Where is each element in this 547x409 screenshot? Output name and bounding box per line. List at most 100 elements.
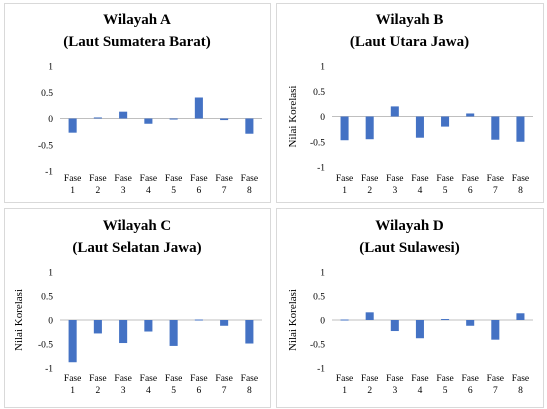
bar bbox=[245, 320, 254, 344]
x-tick-label: Fase 8 bbox=[241, 374, 258, 396]
x-tick-label: Fase 1 bbox=[64, 174, 81, 196]
x-tick-label: Fase 7 bbox=[215, 174, 232, 196]
panel-border bbox=[4, 208, 271, 408]
x-tick-label: Fase 2 bbox=[361, 374, 378, 396]
chart-title: Wilayah A bbox=[103, 12, 171, 28]
chart-panel: Wilayah D (Laut Sulawesi) 1 0.5 0 -0.5 -1 Nilai… bbox=[276, 208, 544, 408]
y-tick-label: -1 bbox=[45, 365, 53, 375]
chart-subtitle: (Laut Sumatera Barat) bbox=[63, 34, 210, 50]
x-tick-label: Fase 4 bbox=[411, 174, 428, 196]
chart-title: Wilayah C bbox=[103, 218, 172, 234]
y-axis-label: Nilai Korelasi bbox=[287, 289, 299, 351]
x-tick-label: Fase 6 bbox=[461, 374, 478, 396]
bar bbox=[119, 320, 128, 344]
x-tick-label: Fase 5 bbox=[165, 174, 182, 196]
x-tick-label: Fase 1 bbox=[64, 374, 81, 396]
y-tick-label: -0.5 bbox=[310, 138, 325, 148]
x-tick-label: Fase 3 bbox=[114, 174, 131, 196]
y-tick-label: 1 bbox=[48, 63, 53, 73]
panel-border bbox=[4, 3, 271, 203]
x-tick-label: Fase 5 bbox=[165, 374, 182, 396]
bar bbox=[93, 117, 102, 119]
bar bbox=[340, 116, 349, 141]
bar bbox=[466, 320, 475, 326]
bar bbox=[491, 320, 500, 340]
chart-panel: Wilayah A (Laut Sumatera Barat) 1 0.5 0 -0.5 -… bbox=[4, 3, 271, 203]
x-tick-label: Fase 6 bbox=[461, 174, 478, 196]
chart-panel: Wilayah B (Laut Utara Jawa) 1 0.5 0 -0.5 -1 Nil… bbox=[276, 3, 544, 203]
bar bbox=[415, 116, 424, 138]
y-tick-label: 1 bbox=[320, 63, 325, 73]
panel-border bbox=[276, 208, 544, 408]
y-tick-label: 0.5 bbox=[313, 88, 325, 98]
bar bbox=[245, 118, 254, 134]
x-tick-label: Fase 3 bbox=[386, 374, 403, 396]
bar bbox=[365, 116, 374, 140]
y-tick-label: 0 bbox=[320, 317, 325, 327]
y-tick-label: -1 bbox=[317, 365, 325, 375]
bar bbox=[93, 320, 102, 334]
x-tick-label: Fase 8 bbox=[512, 174, 529, 196]
bar bbox=[194, 319, 203, 321]
x-tick-label: Fase 8 bbox=[241, 174, 258, 196]
bar bbox=[68, 118, 77, 133]
bar bbox=[144, 118, 153, 124]
chart-title: Wilayah D bbox=[375, 218, 444, 234]
x-tick-label: Fase 5 bbox=[436, 374, 453, 396]
y-tick-label: 0 bbox=[48, 115, 53, 125]
y-tick-label: -0.5 bbox=[38, 341, 53, 351]
x-tick-label: Fase 3 bbox=[386, 174, 403, 196]
bar bbox=[169, 118, 178, 120]
bar bbox=[516, 116, 525, 142]
bar bbox=[220, 320, 229, 326]
y-tick-label: 1 bbox=[320, 269, 325, 279]
x-tick-label: Fase 7 bbox=[215, 374, 232, 396]
bar bbox=[415, 320, 424, 339]
bar bbox=[68, 320, 77, 363]
y-tick-label: 0.5 bbox=[313, 293, 325, 303]
panel-border bbox=[276, 3, 544, 203]
bar bbox=[441, 319, 450, 321]
x-tick-label: Fase 3 bbox=[114, 374, 131, 396]
chart-panel: Wilayah C (Laut Selatan Jawa) 1 0.5 0 -0.5 -1 N… bbox=[4, 208, 271, 408]
bar bbox=[144, 320, 153, 332]
y-tick-label: 0 bbox=[48, 317, 53, 327]
x-tick-label: Fase 2 bbox=[89, 374, 106, 396]
y-axis-label: Nilai Korelasi bbox=[13, 289, 25, 351]
y-tick-label: -1 bbox=[45, 168, 53, 178]
chart-subtitle: (Laut Sulawesi) bbox=[359, 240, 459, 256]
y-tick-label: -1 bbox=[317, 164, 325, 174]
bar bbox=[194, 97, 203, 119]
x-tick-label: Fase 1 bbox=[336, 174, 353, 196]
y-tick-label: 1 bbox=[48, 269, 53, 279]
x-tick-label: Fase 5 bbox=[436, 174, 453, 196]
x-tick-label: Fase 2 bbox=[361, 174, 378, 196]
x-tick-label: Fase 6 bbox=[190, 374, 207, 396]
y-tick-label: 0 bbox=[320, 113, 325, 123]
x-tick-label: Fase 2 bbox=[89, 174, 106, 196]
x-tick-label: Fase 7 bbox=[487, 174, 504, 196]
chart-subtitle: (Laut Utara Jawa) bbox=[350, 34, 469, 50]
y-axis-label: Nilai Korelasi bbox=[287, 85, 299, 147]
bar bbox=[390, 320, 399, 332]
x-tick-label: Fase 7 bbox=[487, 374, 504, 396]
bar bbox=[516, 313, 525, 320]
x-tick-label: Fase 4 bbox=[411, 374, 428, 396]
bar bbox=[169, 320, 178, 346]
chart-subtitle: (Laut Selatan Jawa) bbox=[72, 240, 201, 256]
x-tick-label: Fase 8 bbox=[512, 374, 529, 396]
bar bbox=[390, 106, 399, 117]
x-tick-label: Fase 4 bbox=[140, 174, 157, 196]
y-tick-label: -0.5 bbox=[38, 141, 53, 151]
x-tick-label: Fase 1 bbox=[336, 374, 353, 396]
bar bbox=[491, 116, 500, 140]
bar bbox=[340, 319, 349, 321]
y-tick-label: 0.5 bbox=[41, 89, 53, 99]
x-tick-label: Fase 4 bbox=[140, 374, 157, 396]
bar bbox=[441, 116, 450, 127]
chart-title: Wilayah B bbox=[376, 12, 444, 28]
y-tick-label: 0.5 bbox=[41, 293, 53, 303]
bar bbox=[466, 113, 475, 117]
x-tick-label: Fase 6 bbox=[190, 174, 207, 196]
